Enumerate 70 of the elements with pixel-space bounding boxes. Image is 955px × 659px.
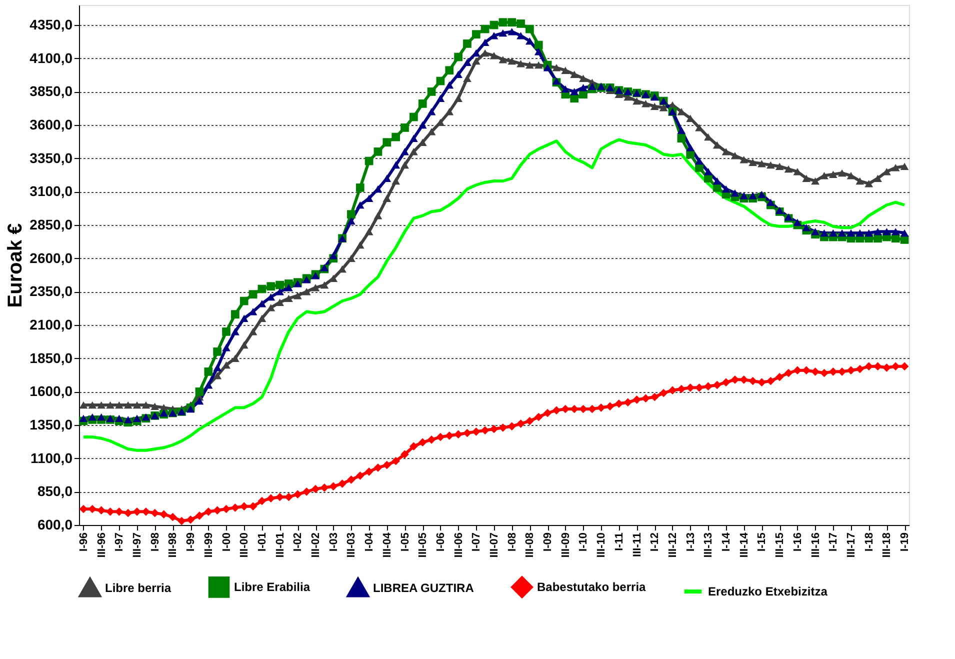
x-tick-label: I-97	[114, 532, 126, 552]
legend-label: LIBREA GUZTIRA	[373, 580, 474, 595]
x-tick-label: III-03	[346, 532, 358, 558]
y-tick-label: 3850,0	[30, 83, 73, 100]
y-axis-title: Euroak €	[4, 223, 27, 308]
y-tick-label: 1600,0	[30, 383, 73, 400]
x-tick-label: III-99	[202, 532, 215, 558]
y-tick-label: 2350,0	[30, 283, 73, 300]
x-tick-label: I-03	[328, 532, 340, 552]
x-tick-label: I-12	[649, 532, 662, 552]
x-tick-label: III-13	[702, 532, 715, 558]
x-tick-label: III-11	[631, 532, 644, 557]
x-tick-label: III-01	[274, 532, 286, 558]
legend-label: Ereduzko Etxebizitza	[708, 584, 828, 598]
x-tick-label: I-09	[542, 532, 554, 552]
x-tick-label: III-02	[310, 532, 322, 558]
y-tick-label: 4100,0	[30, 50, 73, 66]
x-tick-label: I-15	[756, 532, 768, 552]
x-tick-label: III-14	[738, 532, 750, 558]
y-tick-label: 1350,0	[30, 416, 73, 432]
y-tick-label: 2850,0	[30, 216, 73, 232]
y-tick-label: 4350,0	[30, 16, 73, 32]
y-tick-label: 2600,0	[30, 250, 73, 266]
x-tick-label: III-97	[132, 532, 144, 558]
x-tick-label: I-02	[292, 532, 304, 552]
legend-label: Libre berria	[105, 580, 172, 595]
y-tick-label: 1100,0	[30, 450, 73, 466]
y-tick-label: 1850,0	[30, 350, 73, 366]
x-tick-label: III-07	[488, 532, 500, 558]
x-tick-label: I-98	[149, 532, 162, 552]
x-tick-label: I-10	[578, 532, 590, 552]
y-tick-label: 2100,0	[30, 316, 73, 332]
x-tick-label: I-18	[863, 532, 876, 552]
x-tick-label: I-17	[828, 532, 840, 552]
x-tick-label: III-00	[238, 532, 251, 558]
x-tick-label: I-06	[434, 532, 447, 552]
x-tick-label: III-09	[560, 532, 572, 558]
y-tick-label: 3600,0	[30, 116, 73, 132]
x-tick-label: III-15	[774, 532, 786, 558]
x-tick-label: III-16	[810, 532, 822, 558]
x-tick-label: I-14	[720, 532, 733, 552]
x-tick-label: III-06	[452, 532, 465, 558]
y-tick-label: 850,0	[37, 483, 73, 500]
x-tick-label: III-08	[524, 532, 536, 558]
line-series	[82, 138, 906, 452]
x-tick-label: I-07	[470, 532, 483, 552]
legend-label: Babestutako berria	[537, 580, 646, 594]
x-tick-label: III-04	[381, 532, 394, 558]
x-tick-label: I-16	[792, 532, 804, 552]
x-tick-label: III-17	[845, 532, 858, 558]
x-tick-label: III-98	[167, 532, 180, 558]
x-tick-label: I-99	[185, 532, 198, 552]
legend-label: Libre Erabilia	[234, 580, 310, 594]
y-tick-label: 3100,0	[30, 183, 73, 200]
x-tick-label: I-04	[364, 532, 376, 552]
x-tick-label: III-18	[881, 532, 894, 558]
x-tick-label: I-08	[506, 532, 518, 552]
x-tick-label: III-12	[666, 532, 679, 558]
x-tick-label: I-11	[613, 532, 626, 551]
x-tick-label: I-01	[256, 532, 268, 552]
x-tick-label: I-00	[220, 532, 233, 552]
x-tick-label: III-10	[596, 532, 608, 558]
x-tick-label: I-13	[684, 532, 697, 552]
x-tick-label: I-19	[899, 532, 912, 552]
x-tick-label: III-96	[96, 532, 108, 558]
x-tick-label: I-96	[78, 532, 90, 552]
x-tick-label: III-05	[417, 532, 430, 558]
x-tick-label: I-05	[399, 532, 412, 552]
y-tick-label: 600,0	[37, 516, 73, 532]
y-tick-label: 3350,0	[30, 150, 73, 166]
